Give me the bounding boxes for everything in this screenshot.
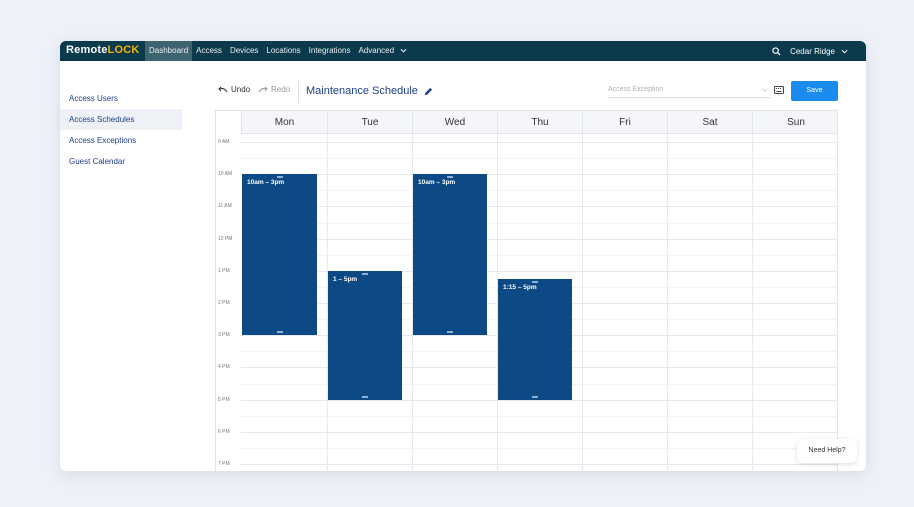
sidebar-item-access-users[interactable]: Access Users [69, 94, 118, 103]
day-header-sat: Sat [667, 111, 752, 134]
time-label: 3 PM [218, 332, 230, 339]
nav-advanced-label: Advanced [358, 46, 395, 55]
redo-button[interactable]: Redo [258, 85, 290, 94]
time-label: 1 PM [218, 267, 230, 274]
schedule-event-thu[interactable]: 1:15 – 5pm [498, 278, 572, 400]
time-label: 4 PM [218, 364, 230, 371]
resize-handle-top[interactable] [276, 176, 283, 179]
nav-devices[interactable]: Devices [229, 46, 259, 55]
day-column-divider [582, 134, 583, 471]
event-time-label: 1:15 – 5pm [503, 283, 537, 291]
half-hour-gridline [241, 254, 837, 256]
hour-gridline [241, 270, 837, 272]
undo-label: Undo [231, 85, 251, 94]
time-label: 10 AM [218, 171, 233, 178]
access-exception-placeholder: Access Exception [608, 86, 664, 93]
location-name[interactable]: Cedar Ridge [790, 46, 835, 56]
day-column-divider [327, 134, 328, 471]
day-header-mon: Mon [241, 111, 327, 134]
day-header-wed: Wed [412, 111, 497, 134]
time-label: 12 PM [218, 235, 233, 242]
chevron-down-icon [762, 88, 768, 92]
time-label: 6 PM [218, 428, 230, 435]
save-button[interactable]: Save [791, 81, 838, 101]
week-calendar: Mon Tue Wed Thu Fri Sat Sun 9 AM 10 AM 11 … [215, 110, 838, 471]
sidebar-item-access-exceptions[interactable]: Access Exceptions [69, 136, 137, 145]
nav-advanced[interactable]: Advanced [354, 41, 411, 61]
resize-handle-top[interactable] [447, 176, 453, 179]
access-exception-select[interactable]: Access Exception [608, 83, 770, 98]
chevron-down-icon[interactable] [841, 49, 848, 54]
resize-handle-bottom[interactable] [532, 395, 538, 398]
schedule-event-tue[interactable]: 1 – 5pm [328, 270, 402, 400]
keyboard-icon[interactable] [774, 86, 784, 94]
nav-integrations[interactable]: Integrations [308, 46, 351, 55]
sidebar: Access Users Access Schedules Access Exc… [60, 88, 182, 172]
hour-gridline [241, 431, 837, 433]
app-window: RemoteLOCK Dashboard Access Devices Loca… [60, 41, 866, 471]
need-help-button[interactable]: Need Help? [797, 439, 857, 463]
sidebar-item-guest-calendar[interactable]: Guest Calendar [69, 157, 126, 166]
remotelock-logo[interactable]: RemoteLOCK [66, 44, 140, 56]
day-header-thu: Thu [497, 111, 582, 134]
hour-gridline [241, 174, 837, 176]
resize-handle-top[interactable] [532, 280, 538, 283]
resize-handle-bottom[interactable] [447, 331, 453, 334]
resize-handle-bottom[interactable] [362, 395, 368, 398]
top-navigation-bar: RemoteLOCK Dashboard Access Devices Loca… [60, 41, 866, 61]
time-label: 5 PM [218, 396, 230, 403]
toolbar-divider [298, 81, 299, 103]
schedule-title-text: Maintenance Schedule [306, 85, 418, 97]
undo-button[interactable]: Undo [218, 85, 250, 94]
day-header-tue: Tue [327, 111, 412, 134]
half-hour-gridline [241, 222, 837, 224]
schedule-event-mon[interactable]: 10am – 3pm [242, 174, 317, 336]
resize-handle-bottom[interactable] [276, 331, 283, 334]
time-label: 7 PM [218, 461, 230, 467]
day-column-divider [497, 134, 498, 471]
time-label: 11 AM [218, 203, 232, 210]
nav-access[interactable]: Access [196, 46, 222, 55]
event-time-label: 1 – 5pm [333, 275, 358, 283]
nav-locations[interactable]: Locations [266, 46, 301, 55]
time-label: 2 PM [218, 300, 230, 306]
half-hour-gridline [241, 415, 837, 417]
day-column-divider [667, 134, 668, 471]
redo-label: Redo [271, 85, 291, 94]
chevron-down-icon [400, 48, 407, 53]
time-gutter-header [216, 111, 241, 134]
half-hour-gridline [241, 158, 837, 160]
nav-dashboard[interactable]: Dashboard [145, 41, 193, 61]
day-header-sun: Sun [752, 111, 837, 134]
undo-icon [218, 86, 228, 93]
hour-gridline [241, 206, 837, 208]
resize-handle-top[interactable] [362, 272, 368, 275]
pencil-icon[interactable] [424, 87, 433, 96]
hour-gridline [241, 142, 837, 143]
time-label: 9 AM [218, 139, 230, 145]
hour-gridline [241, 399, 837, 401]
day-column-divider [752, 134, 753, 471]
event-time-label: 10am – 3pm [247, 179, 285, 187]
schedule-title[interactable]: Maintenance Schedule [306, 85, 433, 97]
half-hour-gridline [241, 447, 837, 449]
schedule-event-wed[interactable]: 10am – 3pm [413, 174, 487, 336]
schedule-toolbar: Undo Redo Maintenance Schedule Access Ex… [218, 81, 838, 103]
sidebar-item-access-schedules[interactable]: Access Schedules [60, 109, 182, 130]
redo-icon [258, 86, 268, 93]
hour-gridline [241, 464, 837, 465]
search-icon[interactable] [772, 46, 781, 56]
main-nav: Dashboard Access Devices Locations Integ… [145, 41, 411, 61]
event-time-label: 10am – 3pm [418, 179, 456, 187]
hour-gridline [241, 238, 837, 240]
day-header-fri: Fri [582, 111, 667, 134]
day-column-divider [412, 134, 413, 471]
location-switcher[interactable]: Cedar Ridge [772, 41, 848, 61]
half-hour-gridline [241, 190, 837, 192]
